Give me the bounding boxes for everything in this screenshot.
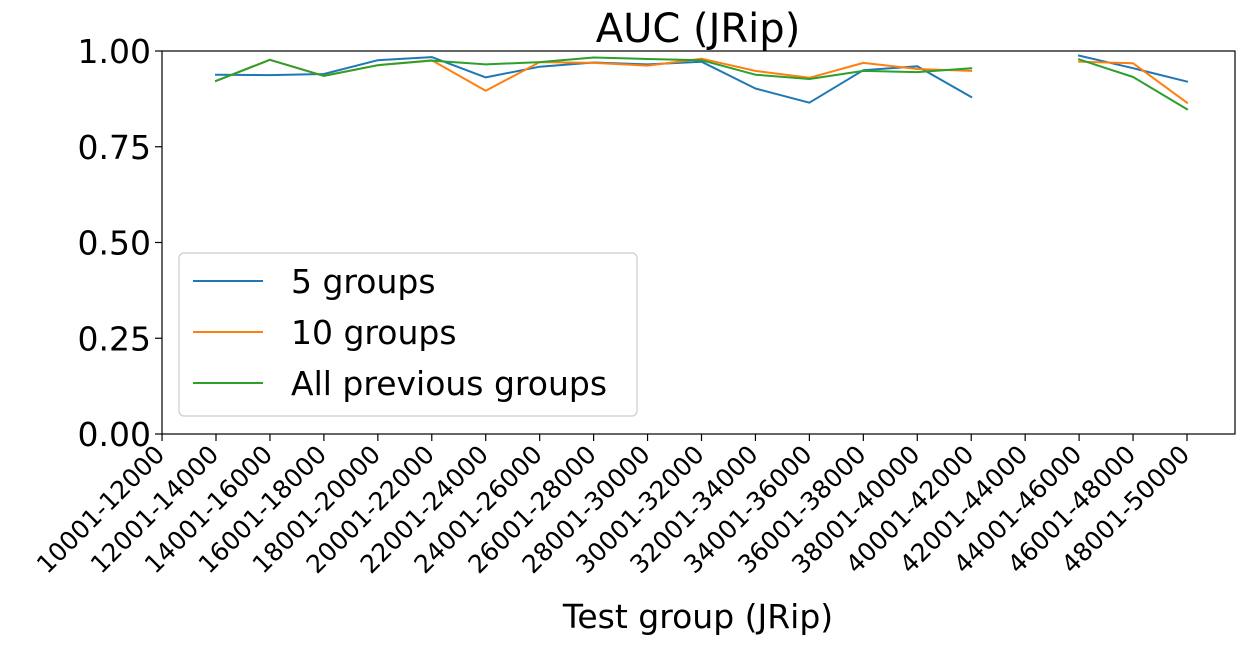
series-group bbox=[214, 54, 1189, 111]
x-axis: 10001-1200012001-1400014001-1600016001-1… bbox=[31, 434, 1195, 579]
data-point bbox=[269, 74, 271, 76]
data-point bbox=[1186, 102, 1188, 104]
data-point bbox=[916, 68, 918, 70]
data-point bbox=[970, 67, 972, 69]
data-point bbox=[808, 78, 810, 80]
series-line-3 bbox=[214, 56, 1189, 111]
data-point bbox=[1078, 61, 1080, 63]
data-point bbox=[701, 59, 703, 61]
y-axis: 0.00 0.25 0.50 0.75 1.00 bbox=[78, 32, 162, 454]
data-point bbox=[269, 59, 271, 61]
data-point bbox=[485, 63, 487, 65]
data-point bbox=[1078, 58, 1080, 60]
data-point bbox=[593, 62, 595, 64]
data-point bbox=[215, 74, 217, 76]
data-point bbox=[1132, 62, 1134, 64]
data-point bbox=[323, 75, 325, 77]
data-point bbox=[377, 64, 379, 66]
legend-box bbox=[178, 252, 638, 417]
data-point bbox=[377, 59, 379, 61]
data-point bbox=[431, 56, 433, 58]
data-point bbox=[485, 76, 487, 78]
chart-title: AUC (JRip) bbox=[596, 6, 801, 52]
y-tick-label: 0.50 bbox=[78, 224, 151, 263]
data-point bbox=[431, 60, 433, 62]
legend: 5 groups 10 groups All previous groups bbox=[178, 252, 638, 417]
data-point bbox=[754, 70, 756, 72]
data-point bbox=[215, 80, 217, 82]
data-point bbox=[1186, 108, 1188, 110]
data-point bbox=[808, 102, 810, 104]
legend-label-1: 5 groups bbox=[291, 262, 436, 301]
y-tick-label: 0.75 bbox=[78, 128, 151, 167]
y-tick-label: 0.00 bbox=[78, 415, 151, 454]
data-point bbox=[754, 74, 756, 76]
data-point bbox=[539, 66, 541, 68]
data-point bbox=[1078, 55, 1080, 57]
data-point bbox=[647, 65, 649, 67]
data-point bbox=[754, 88, 756, 90]
data-point bbox=[862, 70, 864, 72]
x-axis-label: Test group (JRip) bbox=[562, 597, 833, 636]
data-point bbox=[539, 61, 541, 63]
data-point bbox=[970, 70, 972, 72]
data-point bbox=[862, 62, 864, 64]
data-point bbox=[1186, 81, 1188, 83]
data-point bbox=[647, 58, 649, 60]
legend-label-3: All previous groups bbox=[291, 364, 607, 403]
data-point bbox=[916, 65, 918, 67]
data-point bbox=[1132, 76, 1134, 78]
data-point bbox=[1132, 67, 1134, 69]
data-point bbox=[593, 57, 595, 59]
data-point bbox=[485, 90, 487, 92]
y-tick-label: 1.00 bbox=[78, 32, 151, 71]
y-tick-label: 0.25 bbox=[78, 319, 151, 358]
data-point bbox=[916, 71, 918, 73]
legend-label-2: 10 groups bbox=[291, 313, 457, 352]
data-point bbox=[970, 96, 972, 98]
